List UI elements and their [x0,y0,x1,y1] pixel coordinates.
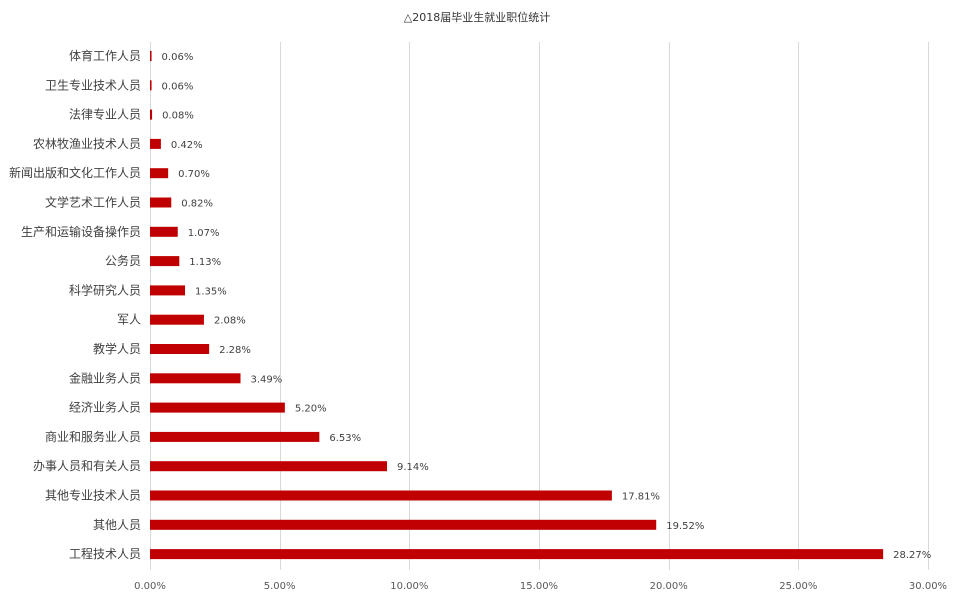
value-label: 3.49% [251,374,283,385]
category-label: 农林牧渔业技术人员 [33,137,141,151]
x-tick-label: 15.00% [520,581,558,592]
bar [150,373,241,384]
bar [150,344,210,354]
value-label: 0.42% [171,140,203,151]
category-labels: 体育工作人员卫生专业技术人员法律专业人员农林牧渔业技术人员新闻出版和文化工作人员… [9,48,141,561]
value-label: 0.82% [181,199,213,210]
bar [150,80,152,91]
category-label: 其他人员 [93,518,141,532]
category-label: 公务员 [105,253,141,268]
category-label: 教学人员 [93,341,141,356]
value-label: 2.28% [219,345,251,356]
value-label: 17.81% [622,492,660,503]
category-label: 其他专业技术人员 [45,488,141,503]
bar [150,285,186,296]
category-label: 商业和服务业人员 [45,429,141,444]
bar [150,402,285,413]
category-label: 新闻出版和文化工作人员 [9,165,141,180]
value-label: 0.70% [178,169,210,180]
value-label: 28.27% [893,550,931,561]
value-label: 6.53% [329,433,361,444]
category-label: 军人 [117,313,141,327]
value-label: 0.08% [162,111,194,122]
bars [150,51,884,560]
x-tick-labels: 0.00% 5.00% 10.00% 15.00% 20.00% 25.00% 30.00% [134,581,947,592]
bar [150,519,657,530]
value-label: 0.06% [162,81,194,92]
x-tick-label: 0.00% [134,581,166,592]
category-label: 工程技术人员 [69,546,141,561]
x-tick-label: 5.00% [264,581,296,592]
bar [150,197,172,208]
value-label: 2.08% [214,316,246,327]
bar [150,226,178,237]
category-label: 法律专业人员 [69,107,141,122]
category-label: 金融业务人员 [69,370,141,385]
grid-lines [150,42,929,570]
x-tick-label: 25.00% [779,581,817,592]
bar [150,461,388,472]
category-label: 办事人员和有关人员 [33,458,141,473]
x-tick-label: 30.00% [909,581,947,592]
chart-title: △2018届毕业生就业职位统计 [403,11,551,24]
bar [150,431,320,442]
value-label: 5.20% [295,404,327,415]
x-tick-label: 20.00% [650,581,688,592]
bar [150,549,884,560]
value-label: 19.52% [666,521,704,532]
value-label: 0.06% [162,52,194,63]
value-label: 1.35% [195,286,227,297]
bar [150,168,169,179]
bar [150,51,152,61]
bar [150,490,612,501]
bar [150,109,153,120]
category-label: 生产和运输设备操作员 [21,224,141,239]
bar [150,256,180,267]
value-label: 1.07% [188,228,220,239]
category-label: 经济业务人员 [69,400,141,415]
value-label: 1.13% [189,257,221,268]
bar [150,138,161,149]
x-tick-label: 10.00% [390,581,428,592]
bar [150,314,204,325]
value-label: 9.14% [397,462,429,473]
category-label: 科学研究人员 [69,282,141,297]
category-label: 文学艺术工作人员 [45,195,141,210]
category-label: 体育工作人员 [69,48,141,63]
category-label: 卫生专业技术人员 [45,77,141,92]
value-labels: 0.06% 0.06% 0.08% 0.42% 0.70% 0.82% 1.07% 1.13%… [162,52,932,561]
